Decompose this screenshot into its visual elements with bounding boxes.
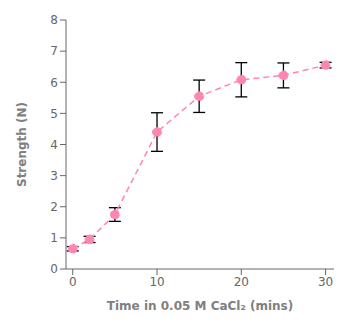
svg-text:Strength (N): Strength (N) xyxy=(15,102,29,187)
svg-text:1: 1 xyxy=(50,231,58,245)
svg-text:4: 4 xyxy=(50,138,58,152)
svg-text:0: 0 xyxy=(69,275,77,289)
svg-text:3: 3 xyxy=(50,169,58,183)
svg-text:30: 30 xyxy=(318,275,333,289)
svg-text:0: 0 xyxy=(50,262,58,276)
svg-text:2: 2 xyxy=(50,200,58,214)
svg-text:7: 7 xyxy=(50,44,58,58)
svg-text:5: 5 xyxy=(50,107,58,121)
svg-text:20: 20 xyxy=(234,275,249,289)
svg-text:6: 6 xyxy=(50,76,58,90)
svg-text:10: 10 xyxy=(149,275,164,289)
svg-text:Time in 0.05 M CaCl₂ (mins): Time in 0.05 M CaCl₂ (mins) xyxy=(107,299,293,313)
svg-text:8: 8 xyxy=(50,13,58,27)
